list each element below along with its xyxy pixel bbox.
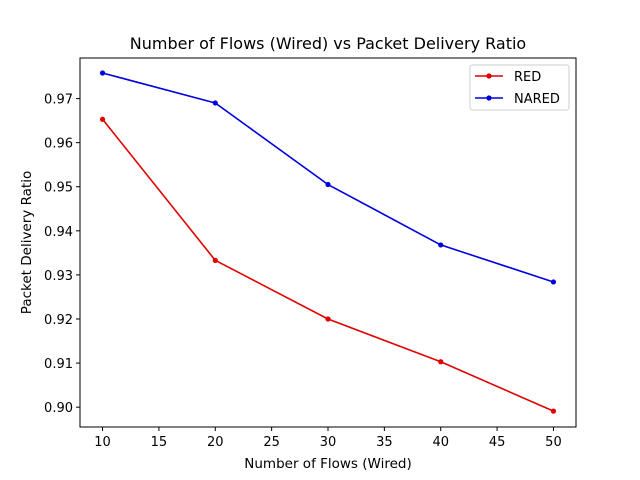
data-point-red: [212, 257, 218, 263]
y-tick-label: 0.92: [44, 313, 73, 328]
legend-label-nared: NARED: [514, 92, 560, 107]
plot-area: [99, 70, 557, 414]
x-tick-label: 25: [263, 435, 280, 450]
data-point-red: [99, 116, 106, 122]
chart-title: Number of Flows (Wired) vs Packet Delive…: [130, 34, 526, 53]
x-tick-label: 10: [94, 435, 111, 450]
data-point-nared: [550, 279, 557, 285]
x-axis-label: Number of Flows (Wired): [244, 456, 411, 472]
legend-marker-nared: [486, 95, 492, 101]
legend-marker-red: [486, 73, 492, 79]
data-point-nared: [438, 242, 444, 248]
x-axis: 10 15 20 25 30 35 40 45 50: [94, 427, 562, 450]
x-tick-label: 40: [432, 435, 449, 450]
y-tick-label: 0.95: [44, 181, 73, 196]
legend-label-red: RED: [514, 70, 541, 85]
data-point-red: [438, 359, 444, 365]
data-point-nared: [99, 70, 106, 76]
x-tick-label: 35: [376, 435, 393, 450]
y-tick-label: 0.97: [44, 93, 73, 108]
y-tick-label: 0.93: [44, 269, 73, 284]
y-tick-label: 0.94: [44, 225, 73, 240]
data-point-red: [325, 316, 331, 322]
x-tick-label: 50: [545, 435, 562, 450]
x-tick-label: 15: [151, 435, 168, 450]
y-axis: 0.90 0.91 0.92 0.93 0.94 0.95 0.96 0.97: [44, 93, 80, 416]
x-tick-label: 30: [320, 435, 337, 450]
y-tick-label: 0.96: [44, 137, 73, 152]
legend: RED NARED: [469, 64, 570, 111]
y-tick-label: 0.91: [44, 357, 73, 372]
y-tick-label: 0.90: [44, 401, 73, 416]
data-point-nared: [212, 100, 218, 106]
x-tick-label: 45: [489, 435, 506, 450]
data-point-red: [550, 408, 557, 414]
x-tick-label: 20: [207, 435, 224, 450]
y-axis-label: Packet Delivery Ratio: [19, 171, 35, 314]
data-point-nared: [325, 181, 331, 188]
